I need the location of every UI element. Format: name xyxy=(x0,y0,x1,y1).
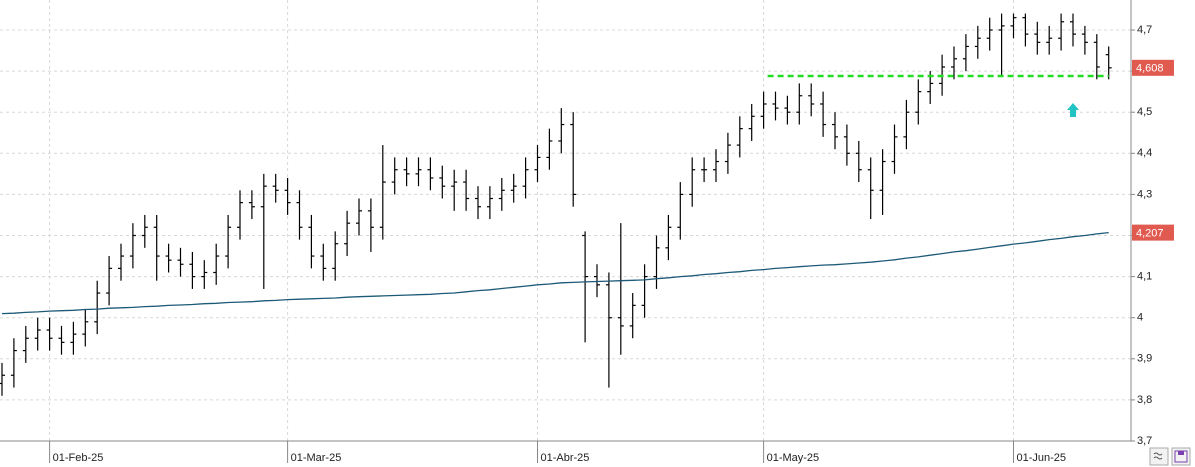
ma-price-label-box xyxy=(1132,224,1174,241)
toolbar-button-bg[interactable] xyxy=(1149,447,1169,466)
last-price-label: 4,608 xyxy=(1136,63,1164,75)
save-icon-part[interactable] xyxy=(1178,451,1184,455)
y-tick-label: 3,8 xyxy=(1137,394,1152,406)
y-tick-label: 3,7 xyxy=(1137,435,1152,447)
save-button-bg[interactable] xyxy=(1171,447,1191,466)
ma-price-label: 4,207 xyxy=(1136,228,1164,240)
y-tick-label: 4,1 xyxy=(1137,271,1152,283)
x-tick-label: 01-Feb-25 xyxy=(53,452,104,464)
x-tick-label: 01-Mar-25 xyxy=(291,452,342,464)
axes-layer: 3,73,83,944,14,24,34,44,54,64,701-Feb-25… xyxy=(49,24,1174,464)
toolbar-icon[interactable] xyxy=(1153,452,1163,460)
x-tick-label: 01-Jun-25 xyxy=(1017,452,1067,464)
x-tick-label: 01-Abr-25 xyxy=(541,452,590,464)
save-button[interactable] xyxy=(1171,447,1191,466)
grid-layer xyxy=(0,0,1131,442)
plot-layer xyxy=(0,13,1112,396)
signal-arrow xyxy=(1067,103,1079,117)
toolbar-button[interactable] xyxy=(1149,447,1169,466)
y-tick-label: 4 xyxy=(1137,312,1143,324)
y-tick-label: 4,3 xyxy=(1137,188,1152,200)
y-tick-label: 4,7 xyxy=(1137,24,1152,36)
y-tick-label: 4,5 xyxy=(1137,106,1152,118)
last-price-label-box xyxy=(1132,59,1174,76)
x-tick-label: 01-May-25 xyxy=(767,452,820,464)
y-tick-label: 3,9 xyxy=(1137,353,1152,365)
moving-average-line xyxy=(1,231,1109,315)
y-tick-label: 4,4 xyxy=(1137,147,1152,159)
